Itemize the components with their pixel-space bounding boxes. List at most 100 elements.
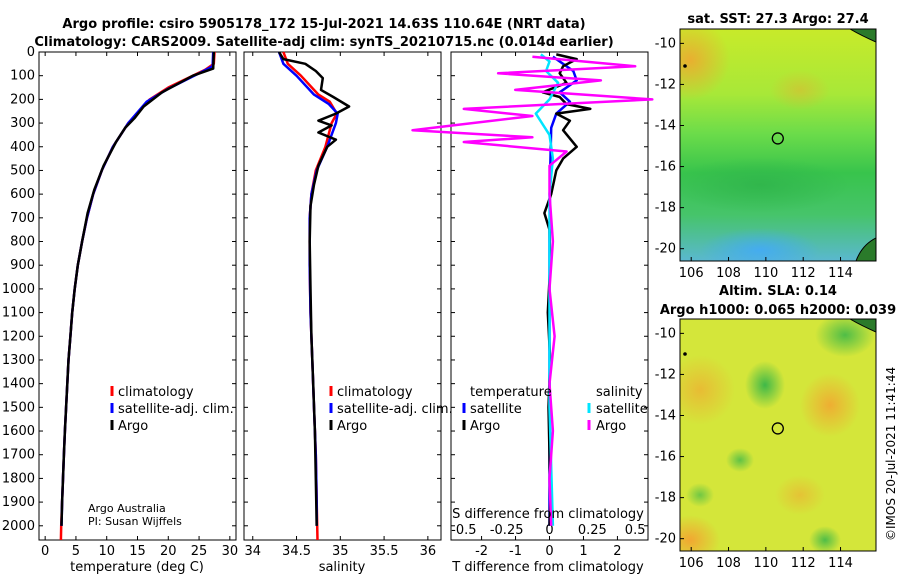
s-diff-tick-label: 0.25: [578, 523, 607, 538]
legend-s-argo-label: Argo: [596, 419, 626, 434]
temperature-xtick-label: 15: [129, 544, 146, 559]
sst-map-title: sat. SST: 27.3 Argo: 27.4: [687, 12, 868, 27]
header-line2: Climatology: CARS2009. Satellite-adj cli…: [34, 35, 613, 50]
sst-lon-label: 108: [716, 266, 741, 281]
sst-lat-label: -18: [655, 201, 676, 216]
temperature-xlabel: temperature (deg C): [70, 560, 204, 575]
sst-lon-label: 110: [753, 266, 778, 281]
temperature-panel: 0100200300400500600700800900100011001200…: [2, 45, 238, 575]
sla-lon-label: 108: [716, 556, 741, 571]
temperature-xtick-label: 30: [222, 544, 239, 559]
difference-xtick-label: 1: [579, 544, 587, 559]
sst-cold-patch: [700, 228, 820, 261]
difference-series-s-argo: [411, 55, 654, 526]
sla-low: [815, 319, 875, 357]
sst-lon-label: 114: [828, 266, 853, 281]
sla-map-title: Altim. SLA: 0.14: [719, 284, 837, 299]
sst-lat-label: -10: [655, 36, 676, 51]
depth-tick-label: 700: [10, 211, 35, 226]
temperature-xtick-label: 20: [160, 544, 177, 559]
note-line1: Argo Australia: [88, 502, 166, 515]
difference-legend: temperature salinity satellite Argo sate…: [462, 385, 648, 434]
sst-map: sat. SST: 27.3 Argo: 27.4 106 108 110 112 11…: [655, 12, 877, 281]
difference-xtick-label: 0: [545, 544, 553, 559]
sla-lat-label: -14: [655, 408, 676, 423]
sst-warm-patch: [680, 29, 730, 100]
depth-tick-label: 500: [10, 163, 35, 178]
difference-xtick-label: -1: [509, 544, 522, 559]
sla-coast: [849, 319, 876, 333]
s-diff-tick-label: -0.25: [490, 523, 524, 538]
sla-high: [800, 373, 860, 437]
sla-lon-label: 112: [791, 556, 816, 571]
sla-lat-label: -12: [655, 367, 676, 382]
depth-tick-label: 1900: [2, 495, 35, 510]
legend-climatology-label: climatology: [337, 385, 413, 400]
depth-tick-label: 200: [10, 92, 35, 107]
depth-tick-label: 1800: [2, 471, 35, 486]
salinity-legend: climatology satellite-adj. clim. Argo: [329, 385, 453, 434]
sla-island: [683, 352, 687, 356]
salinity-series-argo: [277, 51, 351, 526]
sla-high: [680, 355, 735, 425]
sla-map: Altim. SLA: 0.14 Argo h1000: 0.065 h2000…: [655, 284, 896, 571]
sla-low: [726, 448, 754, 472]
sla-lon-label: 114: [828, 556, 853, 571]
legend-climatology-label: climatology: [118, 385, 194, 400]
temperature-xtick-label: 10: [98, 544, 115, 559]
temperature-xtick-label: 0: [41, 544, 49, 559]
salinity-xtick-label: 35: [332, 544, 349, 559]
s-diff-xlabel: S difference from climatology: [452, 507, 644, 522]
depth-tick-label: 900: [10, 258, 35, 273]
legend-argo-label: Argo: [118, 419, 148, 434]
sla-lat-label: -20: [655, 532, 676, 547]
salinity-xtick-label: 34: [244, 544, 261, 559]
depth-tick-label: 1000: [2, 282, 35, 297]
sla-argo-marker: [771, 422, 784, 435]
sla-low: [686, 483, 714, 507]
sst-warm-patch: [770, 70, 830, 110]
depth-tick-label: 1700: [2, 448, 35, 463]
temperature-xtick-label: 5: [72, 544, 80, 559]
sla-map-frame: [679, 318, 877, 552]
legend-t-argo-label: Argo: [470, 419, 500, 434]
salinity-panel: 34 34.5 35 35.5 36 salinity climatology sate…: [243, 51, 453, 575]
sla-lat-label: -18: [655, 491, 676, 506]
depth-tick-label: 1100: [2, 306, 35, 321]
sst-cool-band: [680, 157, 850, 213]
header-line1: Argo profile: csiro 5905178_172 15-Jul-2…: [62, 17, 585, 32]
sla-low: [809, 526, 841, 551]
depth-tick-label: 300: [10, 116, 35, 131]
salinity-xtick-label: 34.5: [282, 544, 311, 559]
sla-lat-label: -16: [655, 450, 676, 465]
difference-xtick-label: -2: [475, 544, 488, 559]
temperature-xtick-label: 25: [191, 544, 208, 559]
credit-text: ©IMOS 20-Jul-2021 11:41:44: [884, 367, 898, 541]
legend-satellite-label: satellite-adj. clim.: [118, 402, 234, 417]
sst-lon-label: 112: [791, 266, 816, 281]
legend-s-satellite-label: satellite: [596, 402, 648, 417]
sst-argo-marker: [771, 132, 784, 145]
sst-map-frame: [679, 28, 877, 262]
depth-tick-label: 1400: [2, 377, 35, 392]
sst-island: [683, 64, 687, 68]
depth-tick-label: 100: [10, 69, 35, 84]
sst-coast: [849, 29, 876, 43]
salinity-xlabel: salinity: [319, 560, 366, 575]
sla-lat-label: -10: [655, 326, 676, 341]
sla-high: [775, 475, 825, 515]
sla-high: [680, 515, 720, 551]
t-diff-xlabel: T difference from climatology: [451, 560, 644, 575]
sst-lat-label: -12: [655, 77, 676, 92]
salinity-xtick-label: 35.5: [370, 544, 399, 559]
legend-t-satellite-label: satellite: [470, 402, 522, 417]
sst-lon-label: 106: [679, 266, 704, 281]
difference-xtick-label: 2: [613, 544, 621, 559]
s-diff-tick-label: -0.5: [451, 523, 476, 538]
temperature-series-argo: [60, 51, 216, 526]
s-diff-tick-label: 0.5: [625, 523, 646, 538]
depth-tick-label: 1300: [2, 353, 35, 368]
depth-tick-label: 1200: [2, 329, 35, 344]
salinity-axes-box: [243, 51, 442, 541]
